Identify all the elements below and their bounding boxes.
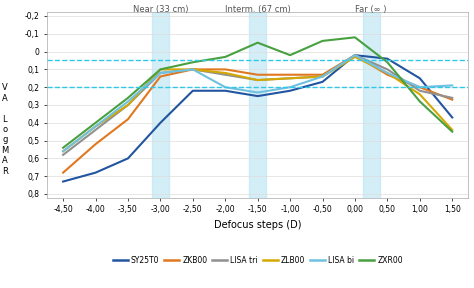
- Text: Far (∞ ): Far (∞ ): [356, 5, 387, 14]
- Legend: SY25T0, ZKB00, LISA tri, ZLB00, LISA bi, ZXR00: SY25T0, ZKB00, LISA tri, ZLB00, LISA bi,…: [109, 253, 406, 268]
- X-axis label: Defocus steps (D): Defocus steps (D): [214, 220, 301, 230]
- Bar: [249, 12, 266, 198]
- Text: V
A

L
o
g
M
A
R: V A L o g M A R: [1, 84, 9, 176]
- Bar: [363, 12, 380, 198]
- Text: Near (33 cm): Near (33 cm): [133, 5, 188, 14]
- Text: Interm. (67 cm): Interm. (67 cm): [225, 5, 291, 14]
- Bar: [152, 12, 169, 198]
